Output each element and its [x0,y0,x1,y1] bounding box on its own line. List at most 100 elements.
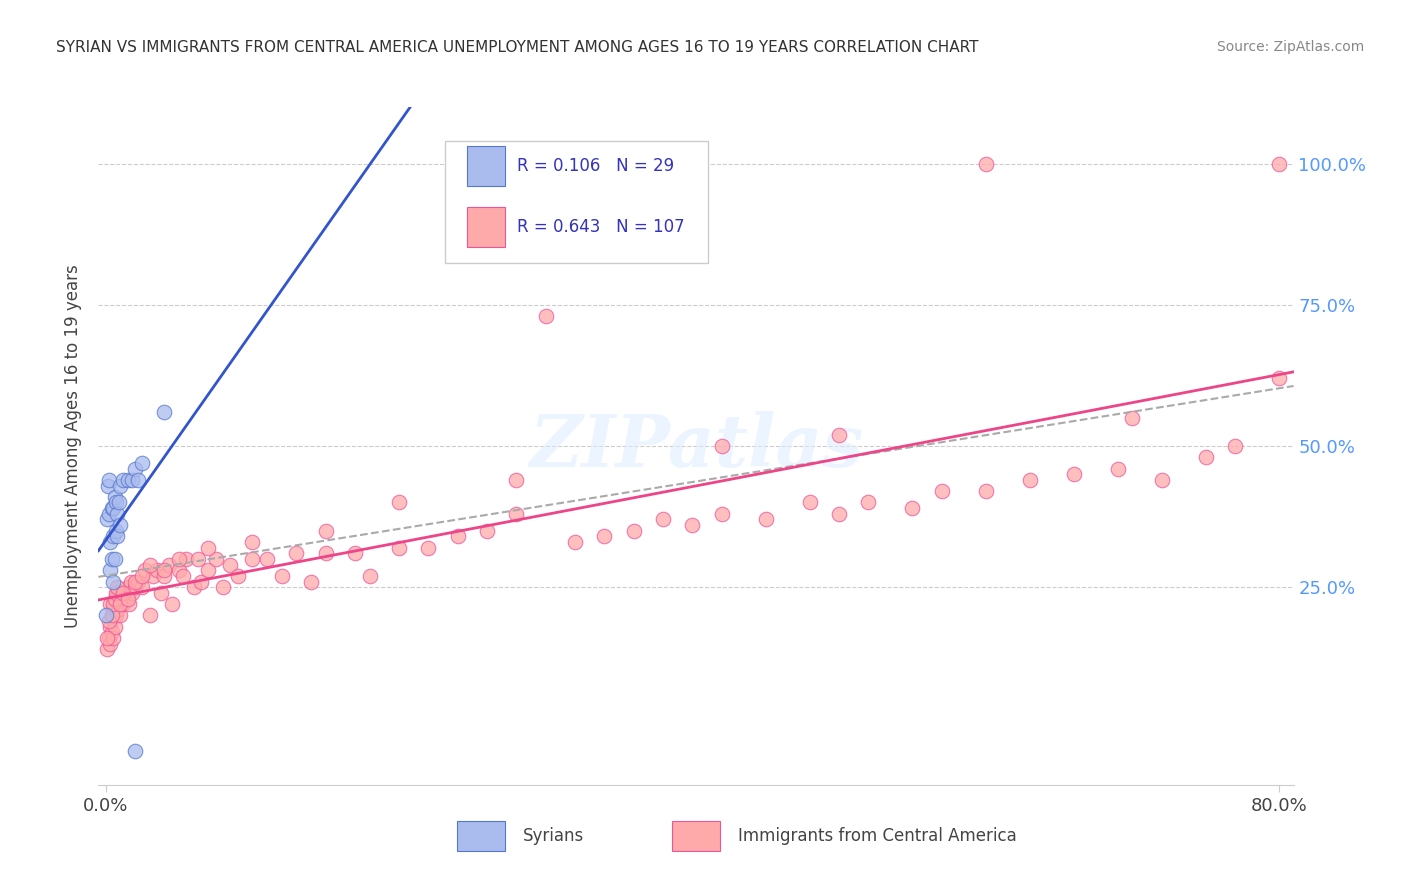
Point [799,495,821,509]
Point [160,597,183,611]
Point [212,580,235,594]
Point [1268,156,1291,170]
Point [1018,473,1040,487]
Point [226,569,249,583]
FancyBboxPatch shape [467,207,505,247]
Point [1268,371,1291,385]
Point [98,535,121,549]
Point [101,574,124,589]
Point [121,586,143,600]
Point [344,546,367,560]
Point [1223,439,1246,453]
Point [97,631,120,645]
Point [100,501,122,516]
Point [127,574,149,589]
Point [97,507,120,521]
Point [183,580,205,594]
Point [974,156,997,170]
Point [652,512,675,526]
Point [107,603,129,617]
Point [1194,450,1216,465]
Point [858,495,880,509]
Point [101,603,124,617]
Point [124,580,146,594]
Point [103,490,125,504]
Point [167,552,190,566]
Point [108,597,131,611]
Text: ZIPatlas: ZIPatlas [529,410,863,482]
Point [242,552,264,566]
Point [124,744,146,758]
Point [710,507,733,521]
Point [593,529,616,543]
Point [97,614,120,628]
Point [112,597,135,611]
Point [117,473,139,487]
Point [110,518,132,533]
Point [681,518,703,533]
Point [167,563,190,577]
Point [146,563,169,577]
Point [505,507,527,521]
Point [153,405,176,419]
Point [157,558,180,572]
Point [828,507,851,521]
Point [112,586,135,600]
Point [105,591,128,606]
Point [131,580,153,594]
Point [142,569,165,583]
Point [103,591,125,606]
Point [103,620,125,634]
Point [219,558,242,572]
Point [96,631,118,645]
Point [115,591,138,606]
Point [150,586,173,600]
Point [623,524,645,538]
Point [1150,473,1173,487]
Text: R = 0.106   N = 29: R = 0.106 N = 29 [517,157,673,176]
Point [755,512,778,526]
Point [505,473,527,487]
Point [101,529,124,543]
FancyBboxPatch shape [467,146,505,186]
Text: Syrians: Syrians [523,827,583,845]
Point [204,552,226,566]
Point [1121,410,1143,425]
Bar [457,821,505,851]
Point [1107,461,1129,475]
Point [710,439,733,453]
Point [117,591,139,606]
Point [110,608,132,623]
Point [117,580,139,594]
Point [242,535,264,549]
Point [114,586,136,600]
Point [134,563,156,577]
Point [97,478,120,492]
Point [98,597,121,611]
Point [98,637,121,651]
Point [105,524,128,538]
Point [98,620,121,634]
FancyBboxPatch shape [446,141,709,263]
Point [118,597,141,611]
Point [901,501,924,516]
Point [107,586,129,600]
Text: R = 0.643   N = 107: R = 0.643 N = 107 [517,219,685,236]
Point [172,569,194,583]
Y-axis label: Unemployment Among Ages 16 to 19 years: Unemployment Among Ages 16 to 19 years [65,264,83,628]
Bar [672,821,720,851]
Point [197,541,219,555]
Point [105,495,128,509]
Point [100,625,122,640]
Point [475,524,498,538]
Point [107,580,129,594]
Point [96,642,118,657]
Point [315,524,337,538]
Point [607,156,630,170]
Point [197,563,219,577]
Point [96,608,118,623]
Point [121,473,143,487]
Point [108,495,131,509]
Point [110,591,132,606]
Point [101,501,124,516]
